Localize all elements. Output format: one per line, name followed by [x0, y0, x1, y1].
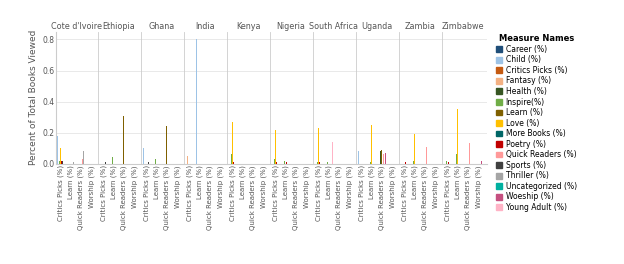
- Legend: Career (%), Child (%), Critics Picks (%), Fantasy (%), Health (%), Inspire(%), L: Career (%), Child (%), Critics Picks (%)…: [495, 33, 578, 213]
- Text: Kenya: Kenya: [236, 22, 260, 31]
- Text: South Africa: South Africa: [310, 22, 359, 31]
- Text: Uganda: Uganda: [361, 22, 392, 31]
- Text: Zambia: Zambia: [404, 22, 436, 31]
- Text: Zimbabwe: Zimbabwe: [442, 22, 484, 31]
- Text: India: India: [195, 22, 215, 31]
- Text: Ethiopia: Ethiopia: [103, 22, 135, 31]
- Text: Ghana: Ghana: [149, 22, 175, 31]
- Text: Nigeria: Nigeria: [276, 22, 306, 31]
- Text: Cote d'Ivoire: Cote d'Ivoire: [51, 22, 102, 31]
- Y-axis label: Percent of Total Books Viewed: Percent of Total Books Viewed: [29, 30, 39, 165]
